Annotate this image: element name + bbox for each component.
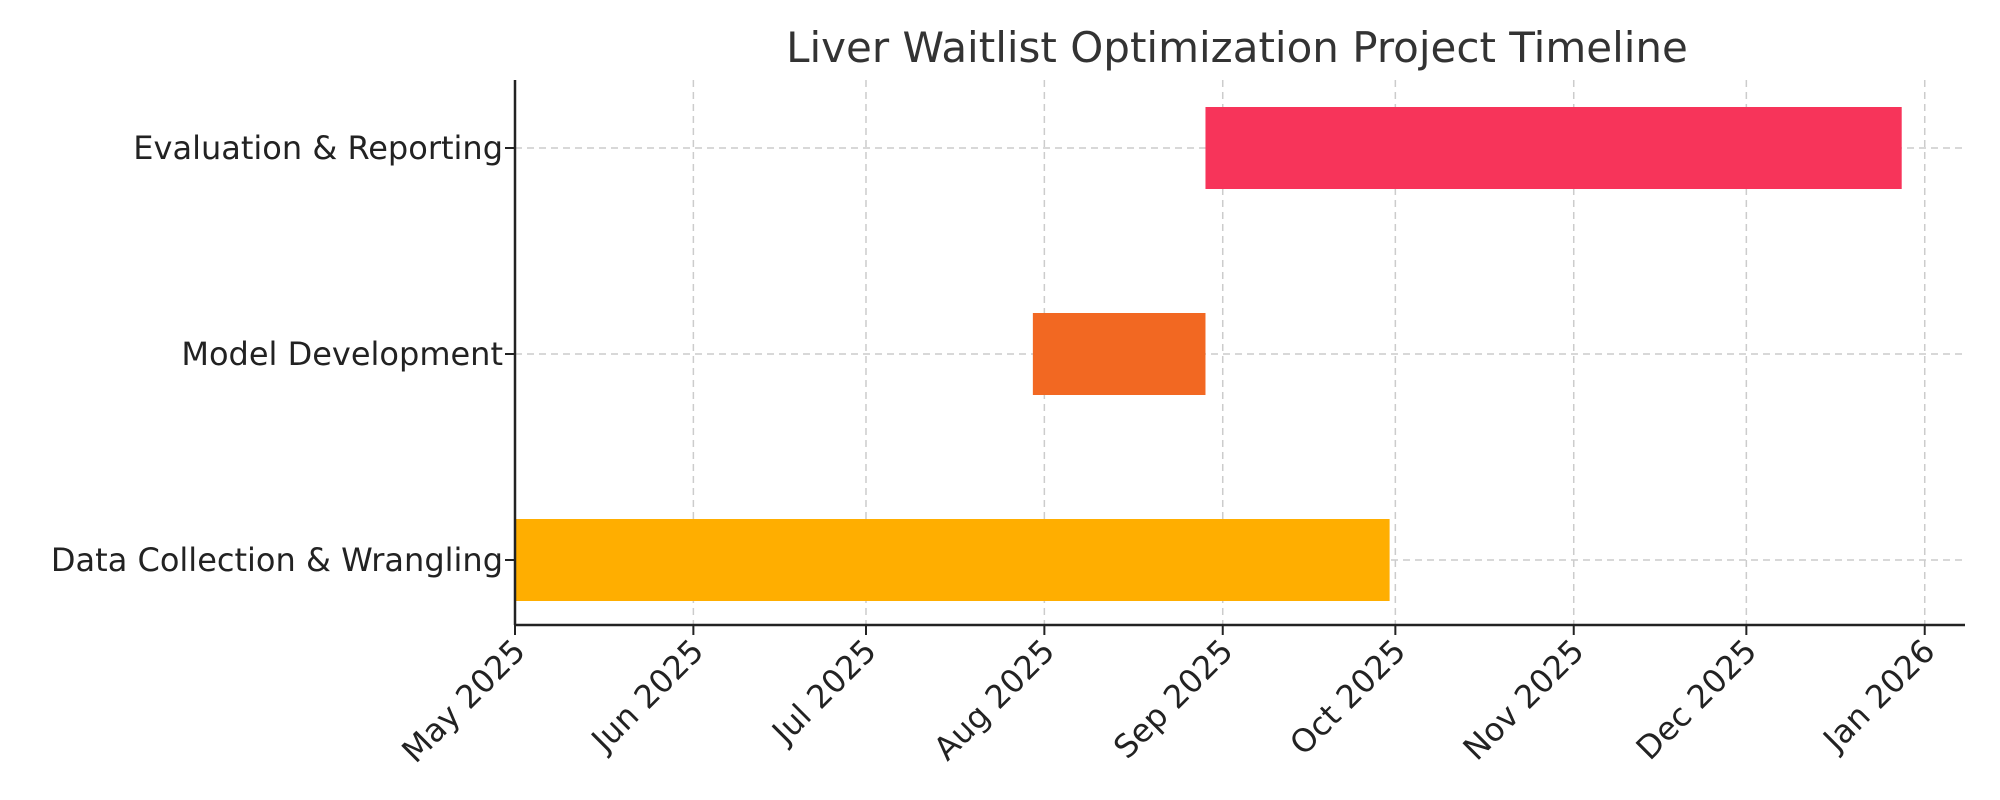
chart-title: Liver Waitlist Optimization Project Time… bbox=[786, 23, 1688, 72]
labels: May 2025 Jun 2025 Jul 2025 Aug 2025 Sep 2025… bbox=[51, 129, 1942, 770]
task-bar bbox=[1205, 107, 1902, 189]
task-bar bbox=[1032, 313, 1206, 395]
task-bar bbox=[515, 519, 1390, 601]
bars bbox=[515, 107, 1902, 601]
task-label: Model Development bbox=[181, 335, 503, 373]
x-tick-label: Jan 2026 bbox=[1814, 632, 1942, 760]
axes bbox=[505, 80, 1965, 635]
x-tick-label: Nov 2025 bbox=[1456, 632, 1592, 768]
x-tick-label: Dec 2025 bbox=[1629, 632, 1764, 767]
x-tick-label: Aug 2025 bbox=[926, 632, 1062, 768]
task-label: Data Collection & Wrangling bbox=[51, 541, 503, 579]
x-tick-label: Jun 2025 bbox=[583, 632, 711, 760]
x-tick-label: Sep 2025 bbox=[1106, 632, 1240, 766]
x-tick-label: Jul 2025 bbox=[763, 632, 883, 752]
x-tick-label: Oct 2025 bbox=[1282, 632, 1413, 763]
x-tick-label: May 2025 bbox=[394, 632, 532, 770]
task-label: Evaluation & Reporting bbox=[133, 129, 503, 167]
